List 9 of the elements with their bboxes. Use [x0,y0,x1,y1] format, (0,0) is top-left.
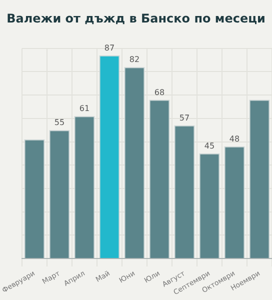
chart-title: Валежи от дъжд в Банско по месеци [6,11,266,26]
data-label: 45 [204,142,215,150]
data-label: 87 [104,43,115,52]
data-label: 57 [179,113,190,122]
data-label: 82 [129,55,140,64]
data-label: 61 [79,104,90,114]
data-label: 68 [154,88,165,97]
data-label: 55 [54,118,65,128]
data-label: 48 [229,134,240,144]
